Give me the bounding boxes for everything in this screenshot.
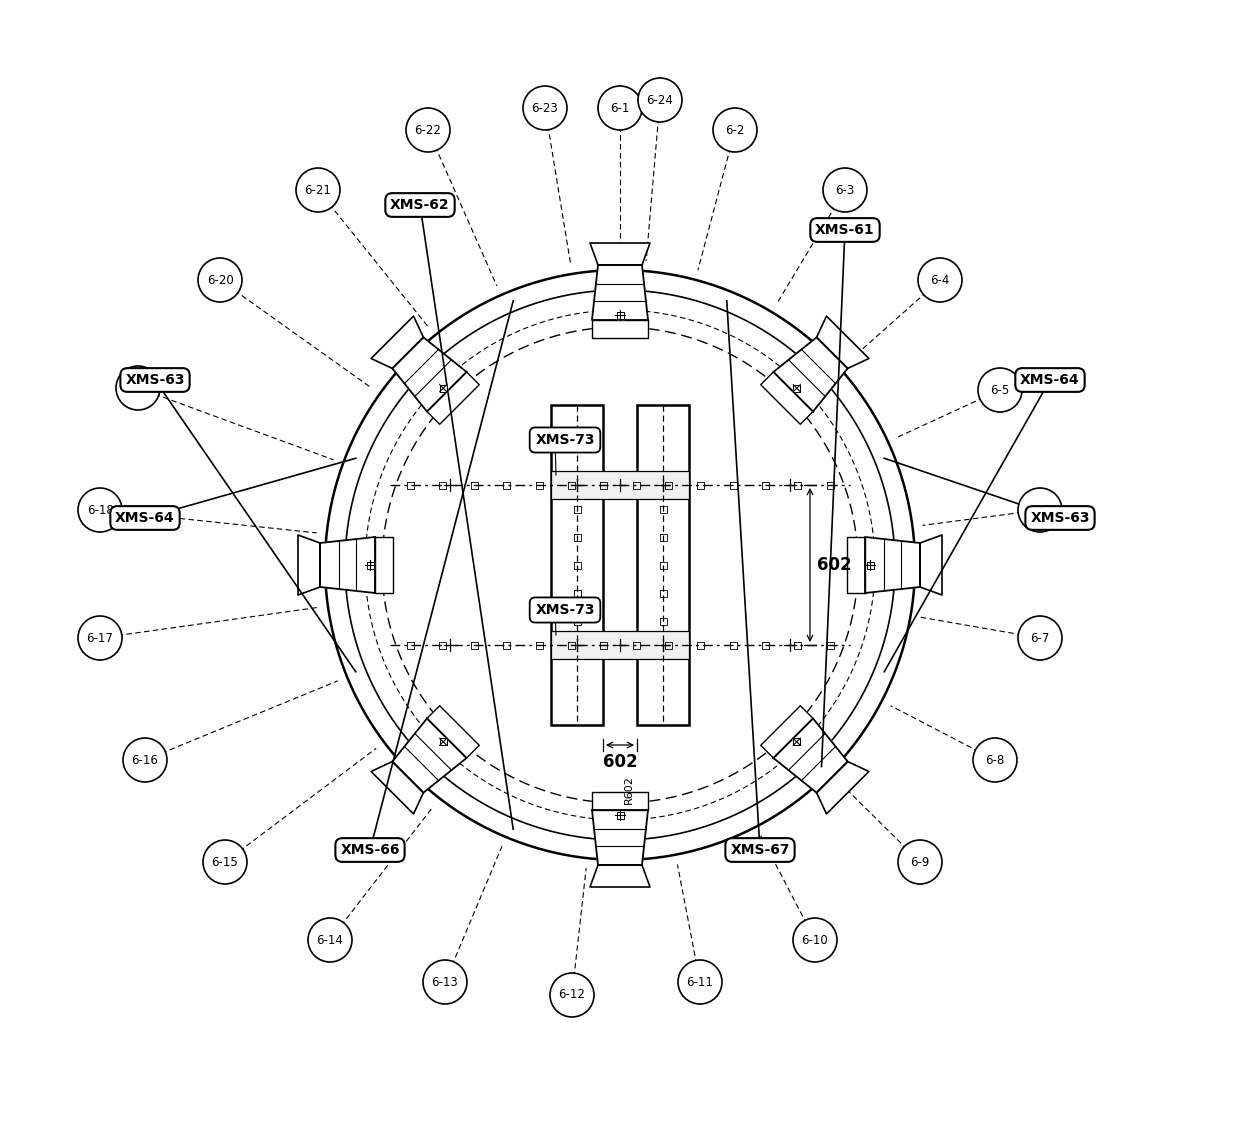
Circle shape — [978, 368, 1022, 412]
Text: 6-19: 6-19 — [124, 382, 151, 395]
Polygon shape — [591, 810, 649, 865]
Text: 6-15: 6-15 — [212, 856, 238, 868]
Polygon shape — [616, 811, 624, 819]
Polygon shape — [794, 739, 800, 746]
Polygon shape — [427, 705, 480, 758]
Text: XMS-61: XMS-61 — [815, 223, 874, 237]
Text: 6-20: 6-20 — [207, 273, 233, 287]
Circle shape — [198, 258, 242, 302]
Polygon shape — [440, 739, 446, 746]
Polygon shape — [591, 265, 649, 320]
Bar — [637, 405, 689, 725]
Polygon shape — [392, 337, 466, 412]
Polygon shape — [867, 562, 873, 569]
Text: R602: R602 — [624, 775, 634, 804]
Text: 6-18: 6-18 — [87, 504, 113, 516]
Polygon shape — [590, 865, 650, 887]
Text: 6-10: 6-10 — [801, 934, 828, 946]
Text: 602: 602 — [817, 556, 852, 574]
Text: 6-13: 6-13 — [432, 975, 459, 989]
Polygon shape — [440, 384, 446, 392]
Text: 6-7: 6-7 — [1030, 632, 1050, 645]
Text: XMS-73: XMS-73 — [536, 603, 595, 617]
Polygon shape — [794, 384, 800, 392]
Polygon shape — [427, 372, 480, 424]
Text: 6-2: 6-2 — [725, 124, 745, 136]
Bar — [551, 471, 689, 499]
Polygon shape — [817, 762, 869, 814]
Text: 6-5: 6-5 — [991, 383, 1009, 397]
Polygon shape — [392, 718, 466, 793]
Text: 6-3: 6-3 — [836, 184, 854, 196]
Circle shape — [405, 108, 450, 153]
Text: 6-22: 6-22 — [414, 124, 441, 136]
Polygon shape — [817, 317, 869, 368]
Polygon shape — [920, 535, 942, 595]
Polygon shape — [590, 243, 650, 265]
Polygon shape — [591, 791, 649, 810]
Circle shape — [78, 616, 122, 660]
Text: XMS-63: XMS-63 — [1030, 512, 1090, 525]
Text: XMS-63: XMS-63 — [125, 373, 185, 387]
Text: 602: 602 — [603, 752, 637, 771]
Circle shape — [423, 960, 467, 1004]
Polygon shape — [616, 312, 624, 319]
Circle shape — [123, 738, 167, 782]
Circle shape — [823, 167, 867, 212]
Polygon shape — [320, 537, 374, 593]
Text: XMS-64: XMS-64 — [1021, 373, 1080, 387]
Text: XMS-64: XMS-64 — [115, 512, 175, 525]
Text: 6-24: 6-24 — [646, 94, 673, 107]
Text: 6-14: 6-14 — [316, 934, 343, 946]
Text: 6-23: 6-23 — [532, 101, 558, 115]
Circle shape — [598, 86, 642, 130]
Polygon shape — [774, 718, 848, 793]
Circle shape — [78, 487, 122, 532]
Circle shape — [551, 973, 594, 1017]
Bar — [551, 631, 689, 660]
Circle shape — [203, 840, 247, 884]
Circle shape — [117, 366, 160, 409]
Circle shape — [918, 258, 962, 302]
Circle shape — [308, 918, 352, 962]
Text: XMS-66: XMS-66 — [340, 843, 399, 857]
Polygon shape — [591, 320, 649, 338]
Text: 6-1: 6-1 — [610, 101, 630, 115]
Circle shape — [794, 918, 837, 962]
Text: XMS-62: XMS-62 — [391, 198, 450, 212]
Text: 6-8: 6-8 — [986, 754, 1004, 766]
Text: 6-17: 6-17 — [87, 632, 113, 645]
Circle shape — [1018, 616, 1061, 660]
Polygon shape — [760, 705, 813, 758]
Circle shape — [678, 960, 722, 1004]
Polygon shape — [760, 372, 813, 424]
Text: 6-12: 6-12 — [558, 989, 585, 1001]
Circle shape — [898, 840, 942, 884]
Text: 6-16: 6-16 — [131, 754, 159, 766]
Polygon shape — [866, 537, 920, 593]
Polygon shape — [774, 337, 848, 412]
Polygon shape — [367, 562, 373, 569]
Text: 6-21: 6-21 — [305, 184, 331, 196]
Polygon shape — [374, 537, 393, 593]
Circle shape — [713, 108, 756, 153]
Text: XMS-73: XMS-73 — [536, 434, 595, 447]
Circle shape — [1018, 487, 1061, 532]
Polygon shape — [847, 537, 866, 593]
Bar — [551, 405, 603, 725]
Text: 6-9: 6-9 — [910, 856, 930, 868]
Text: 6-11: 6-11 — [687, 975, 713, 989]
Circle shape — [296, 167, 340, 212]
Circle shape — [973, 738, 1017, 782]
Polygon shape — [371, 317, 423, 368]
Polygon shape — [298, 535, 320, 595]
Text: 6-6: 6-6 — [1030, 504, 1050, 516]
Text: XMS-67: XMS-67 — [730, 843, 790, 857]
Circle shape — [639, 78, 682, 122]
Polygon shape — [371, 762, 423, 814]
Circle shape — [523, 86, 567, 130]
Text: 6-4: 6-4 — [930, 273, 950, 287]
